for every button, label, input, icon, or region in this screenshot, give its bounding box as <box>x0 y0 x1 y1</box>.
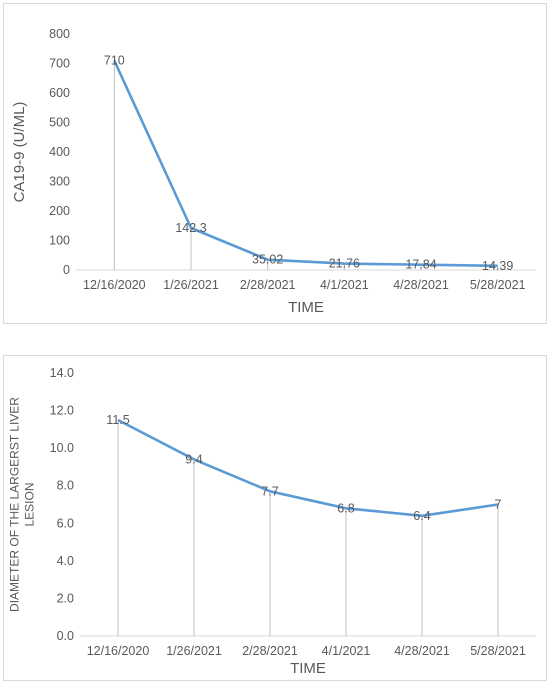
data-label: 11.5 <box>106 413 129 427</box>
data-label: 9.4 <box>185 452 202 466</box>
y-tick-label: 12.0 <box>50 404 74 418</box>
y-tick-label: 14.0 <box>50 366 74 380</box>
chart-panel-a: 0 100 200 300 400 500 600 700 800 12/16/2020 1/26/… <box>3 3 547 324</box>
chart-panel-b: 0.0 2.0 4.0 6.0 8.0 10.0 12.0 14.0 12/16/2020 1/2… <box>3 355 547 681</box>
x-tick-label: 1/26/2021 <box>163 278 219 292</box>
y-tick-label: 0 <box>63 263 70 277</box>
line-chart-lesion-diameter: 0.0 2.0 4.0 6.0 8.0 10.0 12.0 14.0 12/16/2020 1/2… <box>8 366 536 677</box>
y-tick-label: 300 <box>49 175 70 189</box>
x-tick-label: 5/28/2021 <box>470 278 526 292</box>
data-label: 7.7 <box>261 484 278 498</box>
data-label: 14.39 <box>482 259 513 273</box>
x-tick-label: 4/1/2021 <box>320 278 369 292</box>
y-tick-label: 4.0 <box>57 554 74 568</box>
y-tick-label: 200 <box>49 204 70 218</box>
y-axis-title: CA19-9 (U/ML) <box>11 102 28 203</box>
data-label: 7 <box>495 498 502 512</box>
x-tick-label: 5/28/2021 <box>470 644 526 658</box>
data-label: 142.3 <box>175 221 206 235</box>
data-label: 35.02 <box>252 253 283 267</box>
y-tick-label: 10.0 <box>50 441 74 455</box>
y-tick-label: 6.0 <box>57 516 74 530</box>
y-tick-label: 100 <box>49 234 70 248</box>
x-tick-label: 12/16/2020 <box>87 644 150 658</box>
data-label: 17.84 <box>405 258 436 272</box>
y-tick-label: 700 <box>49 57 70 71</box>
x-tick-label: 4/28/2021 <box>394 644 450 658</box>
data-label: 6.4 <box>413 509 430 523</box>
y-tick-label: 500 <box>49 116 70 130</box>
y-axis-title: LESION <box>23 482 37 526</box>
x-tick-label: 4/28/2021 <box>393 278 449 292</box>
y-tick-label: 8.0 <box>57 479 74 493</box>
x-tick-label: 2/28/2021 <box>242 644 298 658</box>
x-axis-title: TIME <box>288 299 324 316</box>
data-label: 710 <box>104 54 125 68</box>
y-tick-label: 0.0 <box>57 629 74 643</box>
data-label: 21.76 <box>329 257 360 271</box>
series-line <box>117 418 499 518</box>
x-tick-label: 1/26/2021 <box>166 644 222 658</box>
data-label: 6.8 <box>337 501 354 515</box>
x-tick-label: 4/1/2021 <box>322 644 371 658</box>
y-tick-label: 2.0 <box>57 591 74 605</box>
line-chart-ca19-9: 0 100 200 300 400 500 600 700 800 12/16/2020 1/26/… <box>11 27 536 316</box>
x-tick-label: 12/16/2020 <box>83 278 146 292</box>
x-axis-title: TIME <box>290 660 326 677</box>
y-tick-label: 600 <box>49 86 70 100</box>
y-tick-label: 800 <box>49 27 70 41</box>
y-axis-title: DIAMETER OF THE LARGERST LIVER <box>8 397 22 612</box>
y-tick-label: 400 <box>49 145 70 159</box>
x-tick-label: 2/28/2021 <box>240 278 296 292</box>
series-line <box>113 60 498 268</box>
